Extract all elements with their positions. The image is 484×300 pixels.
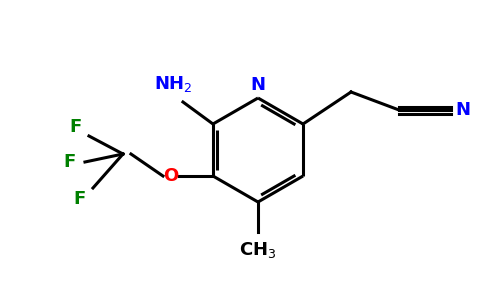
- Text: F: F: [70, 118, 82, 136]
- Text: NH$_2$: NH$_2$: [154, 74, 192, 94]
- Text: CH$_3$: CH$_3$: [239, 240, 277, 260]
- Text: F: F: [74, 190, 86, 208]
- Text: N: N: [251, 76, 266, 94]
- Text: O: O: [163, 167, 179, 185]
- Text: F: F: [64, 153, 76, 171]
- Text: N: N: [455, 101, 470, 119]
